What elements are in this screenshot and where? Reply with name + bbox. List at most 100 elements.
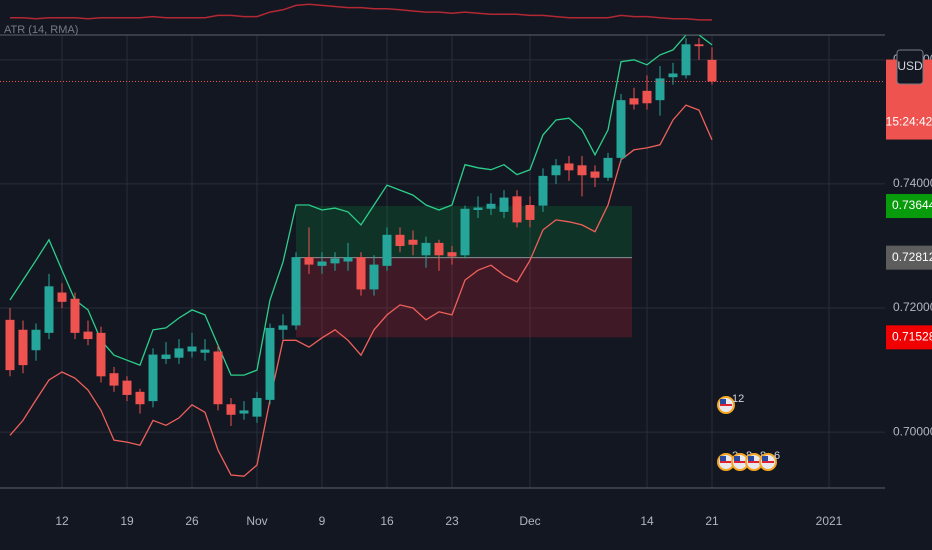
candle-body: [538, 175, 548, 206]
atr-line: [10, 3, 712, 21]
candle-body: [395, 234, 405, 246]
candle-body: [343, 257, 353, 262]
candle-body: [512, 196, 522, 223]
candle-body: [187, 346, 197, 352]
flag-canton: [720, 399, 726, 404]
flag-stripe: [720, 461, 732, 463]
candle-body: [135, 391, 145, 405]
indicator-label: ATR (14, RMA): [4, 24, 78, 36]
candle-body: [356, 257, 366, 290]
grid: [0, 35, 885, 488]
candle-body: [434, 242, 444, 256]
candle-body: [44, 286, 54, 333]
candle-body: [109, 373, 119, 386]
candle-body: [642, 90, 652, 104]
stop-label: 0.71528: [892, 330, 932, 344]
candle-body: [629, 98, 639, 105]
candle-body: [616, 100, 626, 158]
candle-body: [382, 234, 392, 266]
candle-body: [291, 257, 301, 326]
x-tick-label: 9: [319, 514, 326, 528]
candle-body: [96, 332, 106, 377]
candle-body: [577, 165, 587, 176]
candle-body: [213, 351, 223, 405]
candle-body: [590, 171, 600, 178]
candle-body: [278, 325, 288, 330]
candle-body: [70, 298, 80, 333]
loss-zone: [296, 257, 632, 338]
flag-canton: [762, 456, 768, 461]
candle-body: [681, 44, 691, 76]
candle-body: [174, 348, 184, 358]
candle-body: [330, 258, 340, 264]
x-tick-label: 12: [55, 514, 69, 528]
y-tick-label: 0.74000: [893, 176, 932, 190]
candle-body: [239, 410, 249, 414]
candle-body: [655, 78, 665, 101]
candle-body: [486, 203, 496, 209]
flag-canton: [748, 456, 754, 461]
flag-stripe: [762, 461, 774, 463]
candle-body: [5, 319, 15, 371]
candle-body: [603, 157, 613, 178]
currency-box: [896, 49, 924, 85]
candle-body: [252, 398, 262, 417]
candle-body: [447, 252, 457, 257]
candle-body: [226, 404, 236, 415]
event-count: 6: [774, 450, 780, 462]
candle-body: [161, 354, 171, 359]
flag-stripe: [748, 461, 760, 463]
candle-body: [564, 163, 574, 171]
axes: 0.700000.720000.740000.76000121926Nov916…: [55, 49, 932, 528]
candle-body: [460, 208, 470, 256]
candle-body: [148, 354, 158, 402]
countdown: 15:24:42: [886, 115, 932, 129]
x-tick-label: 26: [185, 514, 199, 528]
candle-body: [122, 380, 132, 395]
target-label-box: [886, 194, 932, 219]
candle-body: [369, 264, 379, 290]
candle-body: [499, 197, 509, 212]
x-tick-label: 23: [445, 514, 459, 528]
flag-stripe: [720, 404, 732, 406]
candle-body: [707, 59, 717, 82]
candle-body: [31, 329, 41, 351]
event-count: 12: [732, 393, 744, 405]
stop-label-box: [886, 325, 932, 350]
entry-label-box: [886, 245, 932, 270]
target-label: 0.73644: [892, 198, 932, 212]
candles: [0, 38, 885, 426]
candle-body: [408, 239, 418, 245]
events: 122886: [717, 393, 780, 471]
x-tick-label: Nov: [246, 514, 267, 528]
x-tick-label: 21: [705, 514, 719, 528]
flag-canton: [734, 456, 740, 461]
candle-body: [694, 44, 704, 47]
candle-body: [668, 73, 678, 78]
candle-body: [18, 329, 28, 366]
lower-band: [9, 104, 713, 477]
bands: [9, 35, 713, 477]
candle-body: [304, 257, 314, 265]
candle-body: [525, 205, 535, 220]
candle-body: [57, 292, 67, 302]
candle-body: [317, 261, 327, 266]
candle-body: [473, 207, 483, 210]
currency-label[interactable]: USD: [897, 59, 923, 73]
candle-body: [83, 331, 93, 340]
upper-band: [9, 35, 713, 376]
candle-body: [421, 242, 431, 256]
x-tick-label: 2021: [816, 514, 843, 528]
entry-label: 0.72812: [892, 250, 932, 264]
candle-body: [265, 327, 275, 400]
x-tick-label: 19: [120, 514, 134, 528]
flag-stripe: [734, 461, 746, 463]
flag-canton: [720, 456, 726, 461]
atr-pane: [10, 3, 712, 21]
candle-body: [551, 165, 561, 176]
x-tick-label: 14: [640, 514, 654, 528]
